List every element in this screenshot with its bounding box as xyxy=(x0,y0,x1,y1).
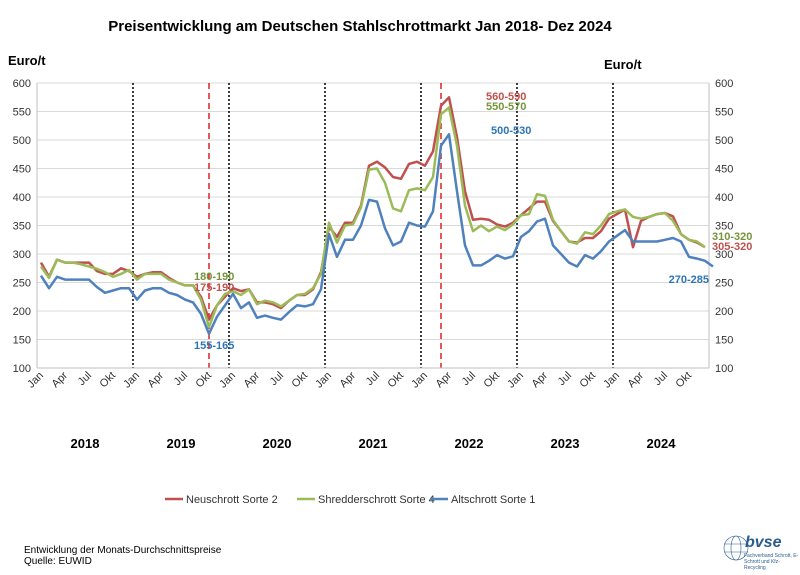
year-labels: 2018 2019 2020 2021 2022 2023 2024 xyxy=(71,436,677,451)
series-line-neuschrott xyxy=(39,96,706,321)
x-tick-label: Jul xyxy=(364,370,382,388)
x-tick-label: Apr xyxy=(242,369,263,390)
y-tick-label-left: 550 xyxy=(13,107,31,119)
y-tick-label-left: 350 xyxy=(13,221,31,233)
series-lines xyxy=(39,96,714,336)
x-tick-label: Jan xyxy=(409,370,430,391)
x-tick-label: Jan xyxy=(505,370,526,391)
logo-text: bvse xyxy=(745,534,782,551)
year-label: 2022 xyxy=(455,436,484,451)
y-tick-label-left: 250 xyxy=(13,278,31,290)
x-tick-label: Jul xyxy=(76,370,94,388)
y-tick-label-left: 100 xyxy=(13,363,31,375)
chart-title: Preisentwicklung am Deutschen Stahlschro… xyxy=(108,18,612,35)
bvse-logo-icon xyxy=(723,535,749,561)
y-tick-label-left: 500 xyxy=(13,135,31,147)
x-tick-label: Jan xyxy=(601,370,622,391)
x-tick-label: Okt xyxy=(290,370,311,391)
data-annotation: 175-190 xyxy=(194,282,234,294)
x-tick-label: Apr xyxy=(50,369,71,390)
y-tick-label-left: 450 xyxy=(13,164,31,176)
y-tick-label-left: 150 xyxy=(13,335,31,347)
y-axis-title-left: Euro/t xyxy=(8,53,46,68)
y-tick-label-right: 150 xyxy=(715,335,733,347)
y-tick-label-right: 300 xyxy=(715,249,733,261)
y-tick-label-left: 400 xyxy=(13,192,31,204)
y-tick-label-right: 350 xyxy=(715,221,733,233)
legend-label: Shredderschrott Sorte 4 xyxy=(318,494,435,506)
x-tick-label: Jan xyxy=(121,370,142,391)
y-tick-label-right: 400 xyxy=(715,192,733,204)
x-tick-label: Jan xyxy=(217,370,238,391)
logo-subtitle: Fachverband Schrott, E-Schrott und Kfz-R… xyxy=(744,553,799,571)
x-tick-label: Apr xyxy=(146,369,167,390)
x-tick-label: Okt xyxy=(674,370,695,391)
footnote-line-2: Quelle: EUWID xyxy=(24,556,92,567)
year-dividers xyxy=(132,83,614,368)
x-tick-label: Jul xyxy=(652,370,670,388)
legend-label: Altschrott Sorte 1 xyxy=(451,494,535,506)
data-annotation: 560-590 xyxy=(486,91,526,103)
data-annotation: 550-570 xyxy=(486,101,526,113)
x-tick-label: Okt xyxy=(578,370,599,391)
y-tick-label-right: 550 xyxy=(715,107,733,119)
x-tick-label: Apr xyxy=(530,369,551,390)
data-annotation: 180-190 xyxy=(194,271,234,283)
x-tick-label: Okt xyxy=(482,370,503,391)
footnote: Entwicklung der Monats-Durchschnittsprei… xyxy=(24,545,221,567)
year-label: 2019 xyxy=(167,436,196,451)
data-annotation: 155-165 xyxy=(194,340,234,352)
data-annotation: 310-320 xyxy=(712,231,752,243)
x-tick-label: Okt xyxy=(386,370,407,391)
series-line-altschrott xyxy=(39,133,714,336)
footnote-line-1: Entwicklung der Monats-Durchschnittsprei… xyxy=(24,545,222,556)
y-tick-label-left: 300 xyxy=(13,249,31,261)
y-tick-label-right: 600 xyxy=(715,78,733,90)
grid-lines xyxy=(37,82,709,369)
x-tick-label: Apr xyxy=(338,369,359,390)
y-tick-label-right: 200 xyxy=(715,306,733,318)
x-tick-label: Jul xyxy=(556,370,574,388)
legend: Neuschrott Sorte 2 Shredderschrott Sorte … xyxy=(165,494,535,506)
year-label: 2023 xyxy=(551,436,580,451)
series-line-shredderschrott xyxy=(39,106,706,329)
data-annotation: 305-320 xyxy=(712,241,752,253)
y-tick-label-right: 100 xyxy=(715,363,733,375)
y-tick-label-right: 500 xyxy=(715,135,733,147)
data-annotation: 270-285 xyxy=(669,274,709,286)
y-tick-label-left: 200 xyxy=(13,306,31,318)
x-tick-label: Okt xyxy=(194,370,215,391)
axes: 100 100 150 150 200 200 250 250 300 300 350 350 400 4… xyxy=(8,53,733,391)
year-label: 2021 xyxy=(359,436,388,451)
x-tick-label: Jul xyxy=(172,370,190,388)
x-tick-label: Apr xyxy=(434,369,455,390)
year-label: 2018 xyxy=(71,436,100,451)
x-tick-label: Okt xyxy=(98,370,119,391)
data-annotation: 500-530 xyxy=(491,125,531,137)
y-axis-title-right: Euro/t xyxy=(604,57,642,72)
year-label: 2024 xyxy=(647,436,677,451)
y-tick-label-left: 600 xyxy=(13,78,31,90)
x-tick-label: Jul xyxy=(268,370,286,388)
legend-label: Neuschrott Sorte 2 xyxy=(186,494,278,506)
x-tick-label: Apr xyxy=(626,369,647,390)
x-tick-label: Jan xyxy=(313,370,334,391)
y-tick-label-right: 250 xyxy=(715,278,733,290)
x-tick-label: Jul xyxy=(460,370,478,388)
y-tick-label-right: 450 xyxy=(715,164,733,176)
year-label: 2020 xyxy=(263,436,292,451)
